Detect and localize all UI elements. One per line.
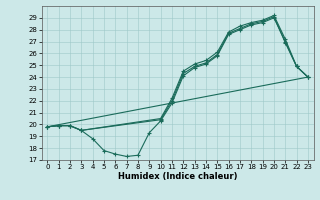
X-axis label: Humidex (Indice chaleur): Humidex (Indice chaleur) (118, 172, 237, 181)
